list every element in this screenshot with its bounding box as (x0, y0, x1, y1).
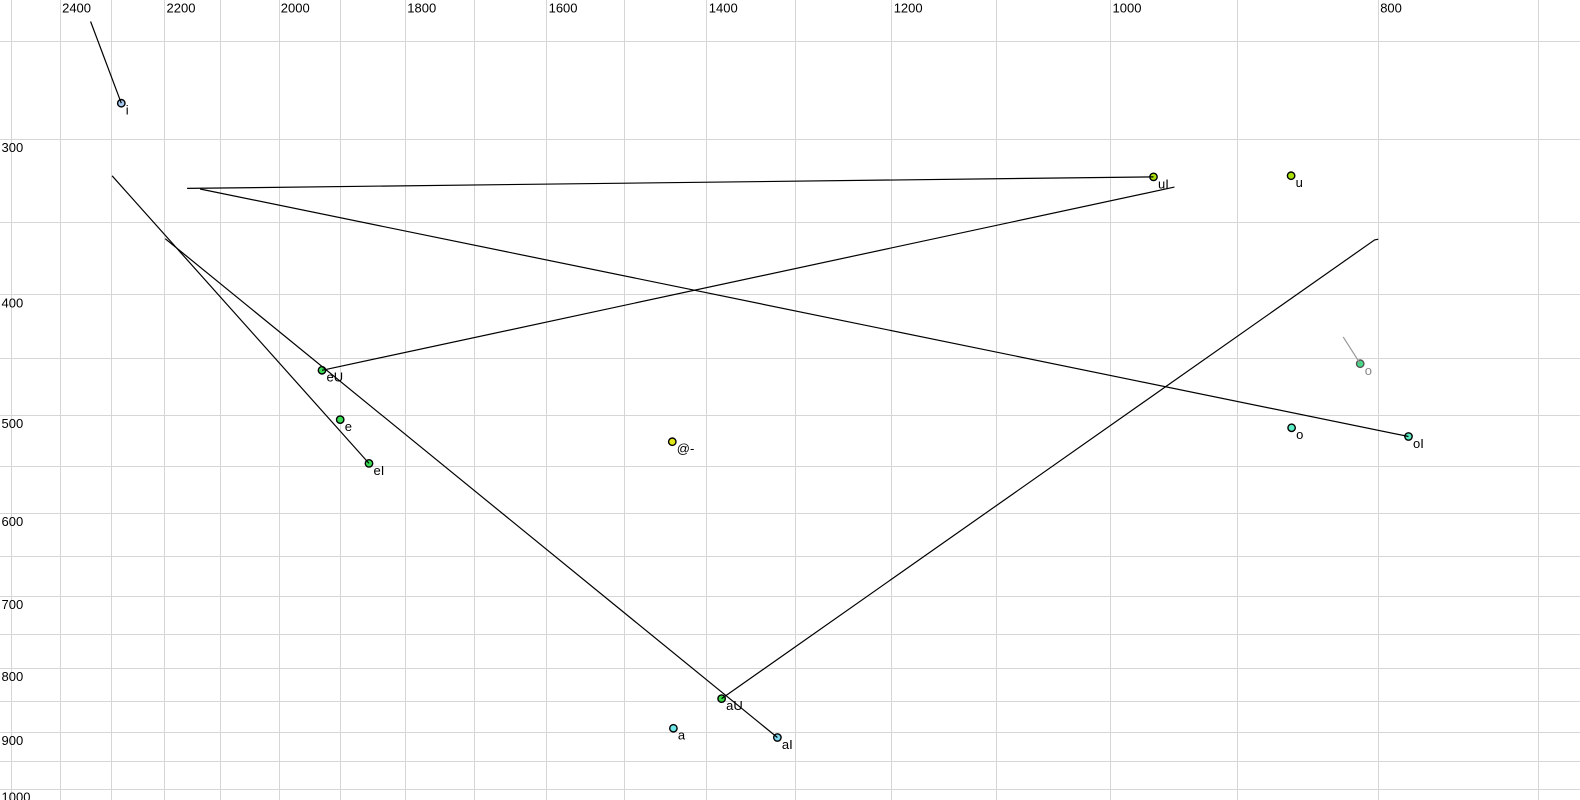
svg-text:1200: 1200 (894, 0, 923, 15)
svg-text:1400: 1400 (709, 0, 738, 15)
svg-text:2400: 2400 (62, 0, 91, 15)
svg-text:1000: 1000 (1113, 0, 1142, 15)
svg-text:o: o (1365, 363, 1372, 378)
svg-text:a: a (678, 728, 686, 743)
svg-text:900: 900 (2, 733, 24, 748)
svg-text:500: 500 (2, 416, 24, 431)
svg-text:800: 800 (2, 669, 24, 684)
svg-text:eI: eI (374, 463, 385, 478)
svg-text:aU: aU (726, 698, 743, 713)
svg-text:uI: uI (1158, 176, 1169, 191)
svg-text:1800: 1800 (407, 0, 436, 15)
svg-text:1600: 1600 (549, 0, 578, 15)
svg-text:600: 600 (2, 514, 24, 529)
svg-text:aI: aI (782, 737, 793, 752)
svg-text:1000: 1000 (2, 790, 31, 800)
svg-text:300: 300 (2, 140, 24, 155)
svg-text:@-: @- (677, 441, 695, 456)
svg-text:i: i (126, 103, 129, 118)
svg-text:u: u (1296, 175, 1303, 190)
svg-text:800: 800 (1380, 0, 1402, 15)
svg-text:700: 700 (2, 597, 24, 612)
svg-text:2200: 2200 (167, 0, 196, 15)
svg-text:2000: 2000 (281, 0, 310, 15)
svg-text:400: 400 (2, 295, 24, 310)
svg-text:o: o (1296, 427, 1303, 442)
svg-text:eU: eU (327, 370, 344, 385)
svg-text:e: e (345, 419, 352, 434)
svg-text:oI: oI (1413, 436, 1424, 451)
